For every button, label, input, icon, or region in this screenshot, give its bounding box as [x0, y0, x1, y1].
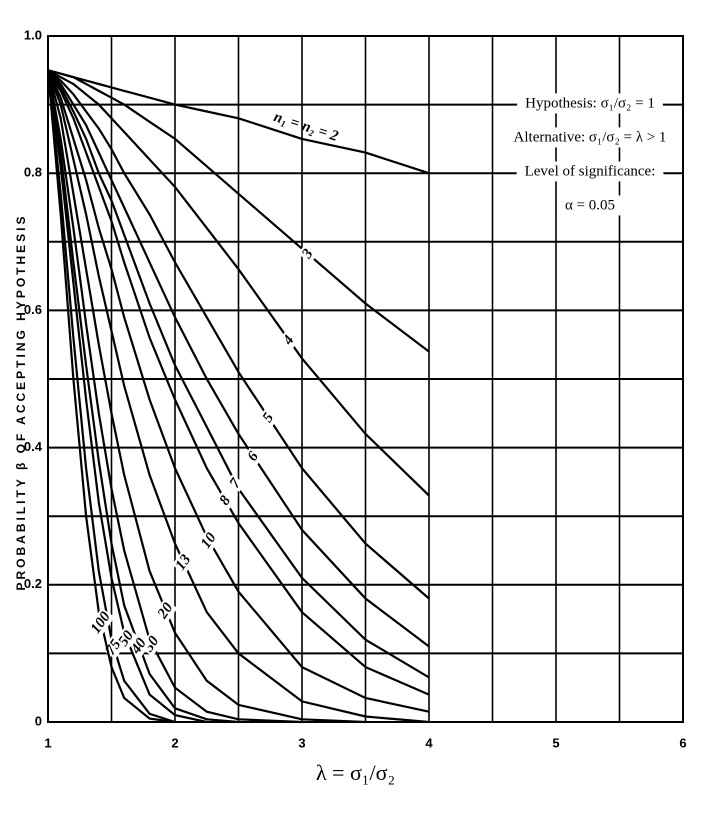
curve [46, 70, 208, 724]
annotation: Hypothesis: σ₁/σ₂ = 1 [525, 95, 655, 111]
curve-label-bg [259, 409, 279, 427]
annotation: α = 0.05 [565, 197, 615, 213]
curve-label-bg [216, 491, 235, 510]
curve [47, 69, 430, 600]
y-axis-label: PROBABILITY β OF ACCEPTING HYPOTHESIS [14, 213, 28, 590]
curve-label-bg [278, 331, 299, 350]
annotation-bg [556, 195, 624, 216]
curve-label: 20 [154, 600, 177, 623]
curve [47, 69, 430, 353]
y-tick-label: 0 [35, 713, 42, 728]
x-tick-label: 1 [44, 735, 51, 750]
curve-label-bg [172, 550, 196, 575]
curve-label-bg [244, 447, 263, 466]
curve-label-bg [298, 244, 318, 264]
annotation-bg [505, 127, 675, 148]
x-tick-label: 3 [298, 735, 305, 750]
x-tick-label: 6 [679, 735, 686, 750]
y-tick-label: 0.2 [24, 576, 42, 591]
y-tick-label: 1.0 [24, 27, 42, 42]
curve [47, 69, 430, 679]
curve [47, 69, 430, 648]
curve-label: 13 [173, 551, 195, 573]
curve-label: 10 [198, 530, 220, 552]
annotation-bg [516, 161, 664, 182]
annotation: Alternative: σ₁/σ₂ = λ > 1 [514, 129, 667, 145]
curve [46, 70, 239, 724]
x-tick-label: 2 [171, 735, 178, 750]
curve [47, 69, 430, 696]
y-tick-label: 0.6 [24, 302, 42, 317]
curve [46, 70, 303, 724]
curve [47, 69, 430, 713]
y-tick-label: 0.8 [24, 165, 42, 180]
curve-label-bg [226, 474, 246, 492]
x-tick-label: 4 [425, 735, 433, 750]
x-axis-label: λ = σ₁/σ₂ [316, 760, 395, 785]
curve [46, 69, 430, 724]
x-tick-label: 5 [552, 735, 559, 750]
annotation: Level of significance: [525, 163, 656, 179]
curve-label-bg [197, 528, 221, 553]
curve [46, 70, 176, 724]
curve [46, 70, 366, 724]
curve-label-bg [87, 607, 115, 638]
annotation-bg [517, 93, 663, 114]
curve-label-bg [153, 598, 178, 624]
y-tick-label: 0.4 [24, 439, 43, 454]
